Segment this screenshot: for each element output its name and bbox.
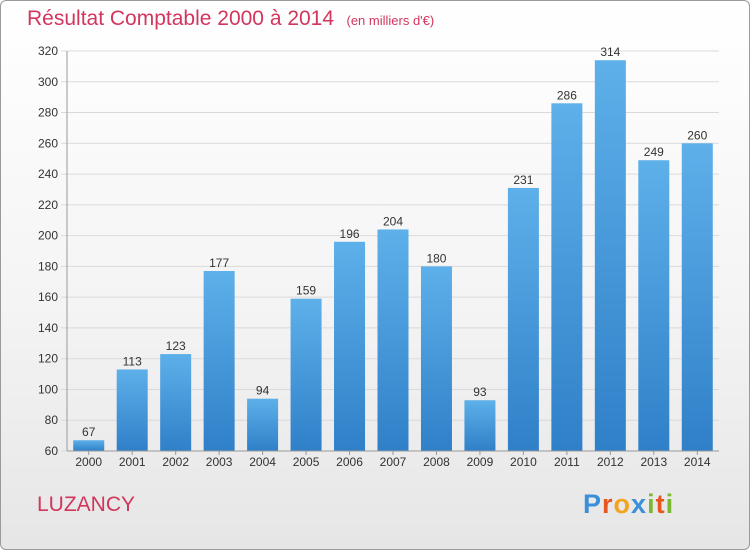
chart-title-block: Résultat Comptable 2000 à 2014 (en milli…: [27, 7, 434, 31]
y-tick-label: 220: [38, 198, 58, 212]
bar-value-label: 249: [644, 145, 664, 159]
bar: [681, 143, 713, 452]
y-tick-label: 60: [45, 444, 59, 458]
y-tick-label: 160: [38, 290, 58, 304]
bar-value-label: 260: [687, 128, 707, 142]
bar-value-label: 180: [426, 251, 446, 265]
y-tick-label: 280: [38, 106, 58, 120]
bar-value-label: 196: [340, 227, 360, 241]
x-tick-label: 2002: [162, 455, 189, 469]
bar-value-label: 204: [383, 214, 403, 228]
x-tick-label: 2000: [75, 455, 102, 469]
x-tick-label: 2011: [554, 455, 580, 469]
y-tick-label: 240: [38, 167, 58, 181]
x-tick-label: 2001: [119, 455, 146, 469]
bar: [290, 298, 322, 451]
bar: [160, 354, 192, 451]
x-tick-label: 2006: [336, 455, 363, 469]
bar: [551, 103, 583, 452]
x-tick-label: 2004: [249, 455, 276, 469]
y-tick-label: 200: [38, 229, 58, 243]
proxiti-logo: Proxiti: [583, 489, 674, 520]
x-axis: 2000 2001 2002 2003 2004 2005 2006 2007 2008 2009…: [67, 450, 719, 469]
bars: 67 113 123 177 94 159 196 204 180 93 231 286 314 249 2…: [73, 45, 713, 452]
bar-value-label: 123: [166, 339, 186, 353]
bar: [334, 241, 366, 451]
x-tick-label: 2013: [640, 455, 667, 469]
bar-value-label: 177: [209, 256, 229, 270]
y-tick-label: 300: [38, 75, 58, 89]
bar-value-label: 231: [513, 173, 533, 187]
bar-value-label: 159: [296, 284, 316, 298]
y-axis: 60 80 100 120 140 160 180 200 220 240 260 280 300 320: [38, 44, 68, 458]
chart-subtitle: (en milliers d'€): [346, 13, 435, 28]
bar-value-label: 94: [256, 384, 270, 398]
chart-title: Résultat Comptable 2000 à 2014: [27, 7, 335, 30]
x-tick-label: 2014: [684, 455, 711, 469]
logo-letter: P: [583, 489, 603, 519]
bar: [116, 369, 148, 451]
bar: [594, 60, 626, 451]
logo-letter: r: [602, 489, 614, 519]
x-tick-label: 2007: [380, 455, 407, 469]
logo-letter: i: [647, 489, 656, 519]
bar-value-label: 286: [557, 88, 577, 102]
bar: [507, 187, 539, 451]
y-tick-label: 320: [38, 44, 58, 58]
bar-value-label: 113: [123, 354, 142, 368]
bar: [638, 160, 670, 451]
y-tick-label: 100: [38, 382, 58, 396]
y-tick-label: 120: [38, 352, 58, 366]
bar: [420, 266, 452, 451]
x-tick-label: 2009: [467, 455, 494, 469]
commune-name: LUZANCY: [37, 493, 136, 516]
y-tick-label: 180: [38, 259, 58, 273]
bar: [203, 271, 235, 451]
y-tick-label: 80: [45, 413, 59, 427]
bar: [464, 400, 496, 451]
x-tick-label: 2010: [510, 455, 537, 469]
y-tick-label: 140: [38, 321, 58, 335]
bar-value-label: 314: [600, 45, 620, 59]
x-tick-label: 2005: [293, 455, 320, 469]
bar-value-label: 67: [82, 425, 96, 439]
logo-letter: i: [665, 489, 675, 519]
logo-letter: t: [655, 489, 666, 519]
logo-letter: x: [631, 489, 648, 519]
x-tick-label: 2008: [423, 455, 450, 469]
bar: [247, 398, 279, 451]
x-tick-label: 2012: [597, 455, 624, 469]
x-tick-label: 2003: [206, 455, 233, 469]
y-tick-label: 260: [38, 136, 58, 150]
logo-letter: o: [613, 489, 632, 519]
bar-value-label: 93: [473, 385, 487, 399]
bar: [377, 229, 409, 451]
bar: [73, 440, 105, 451]
